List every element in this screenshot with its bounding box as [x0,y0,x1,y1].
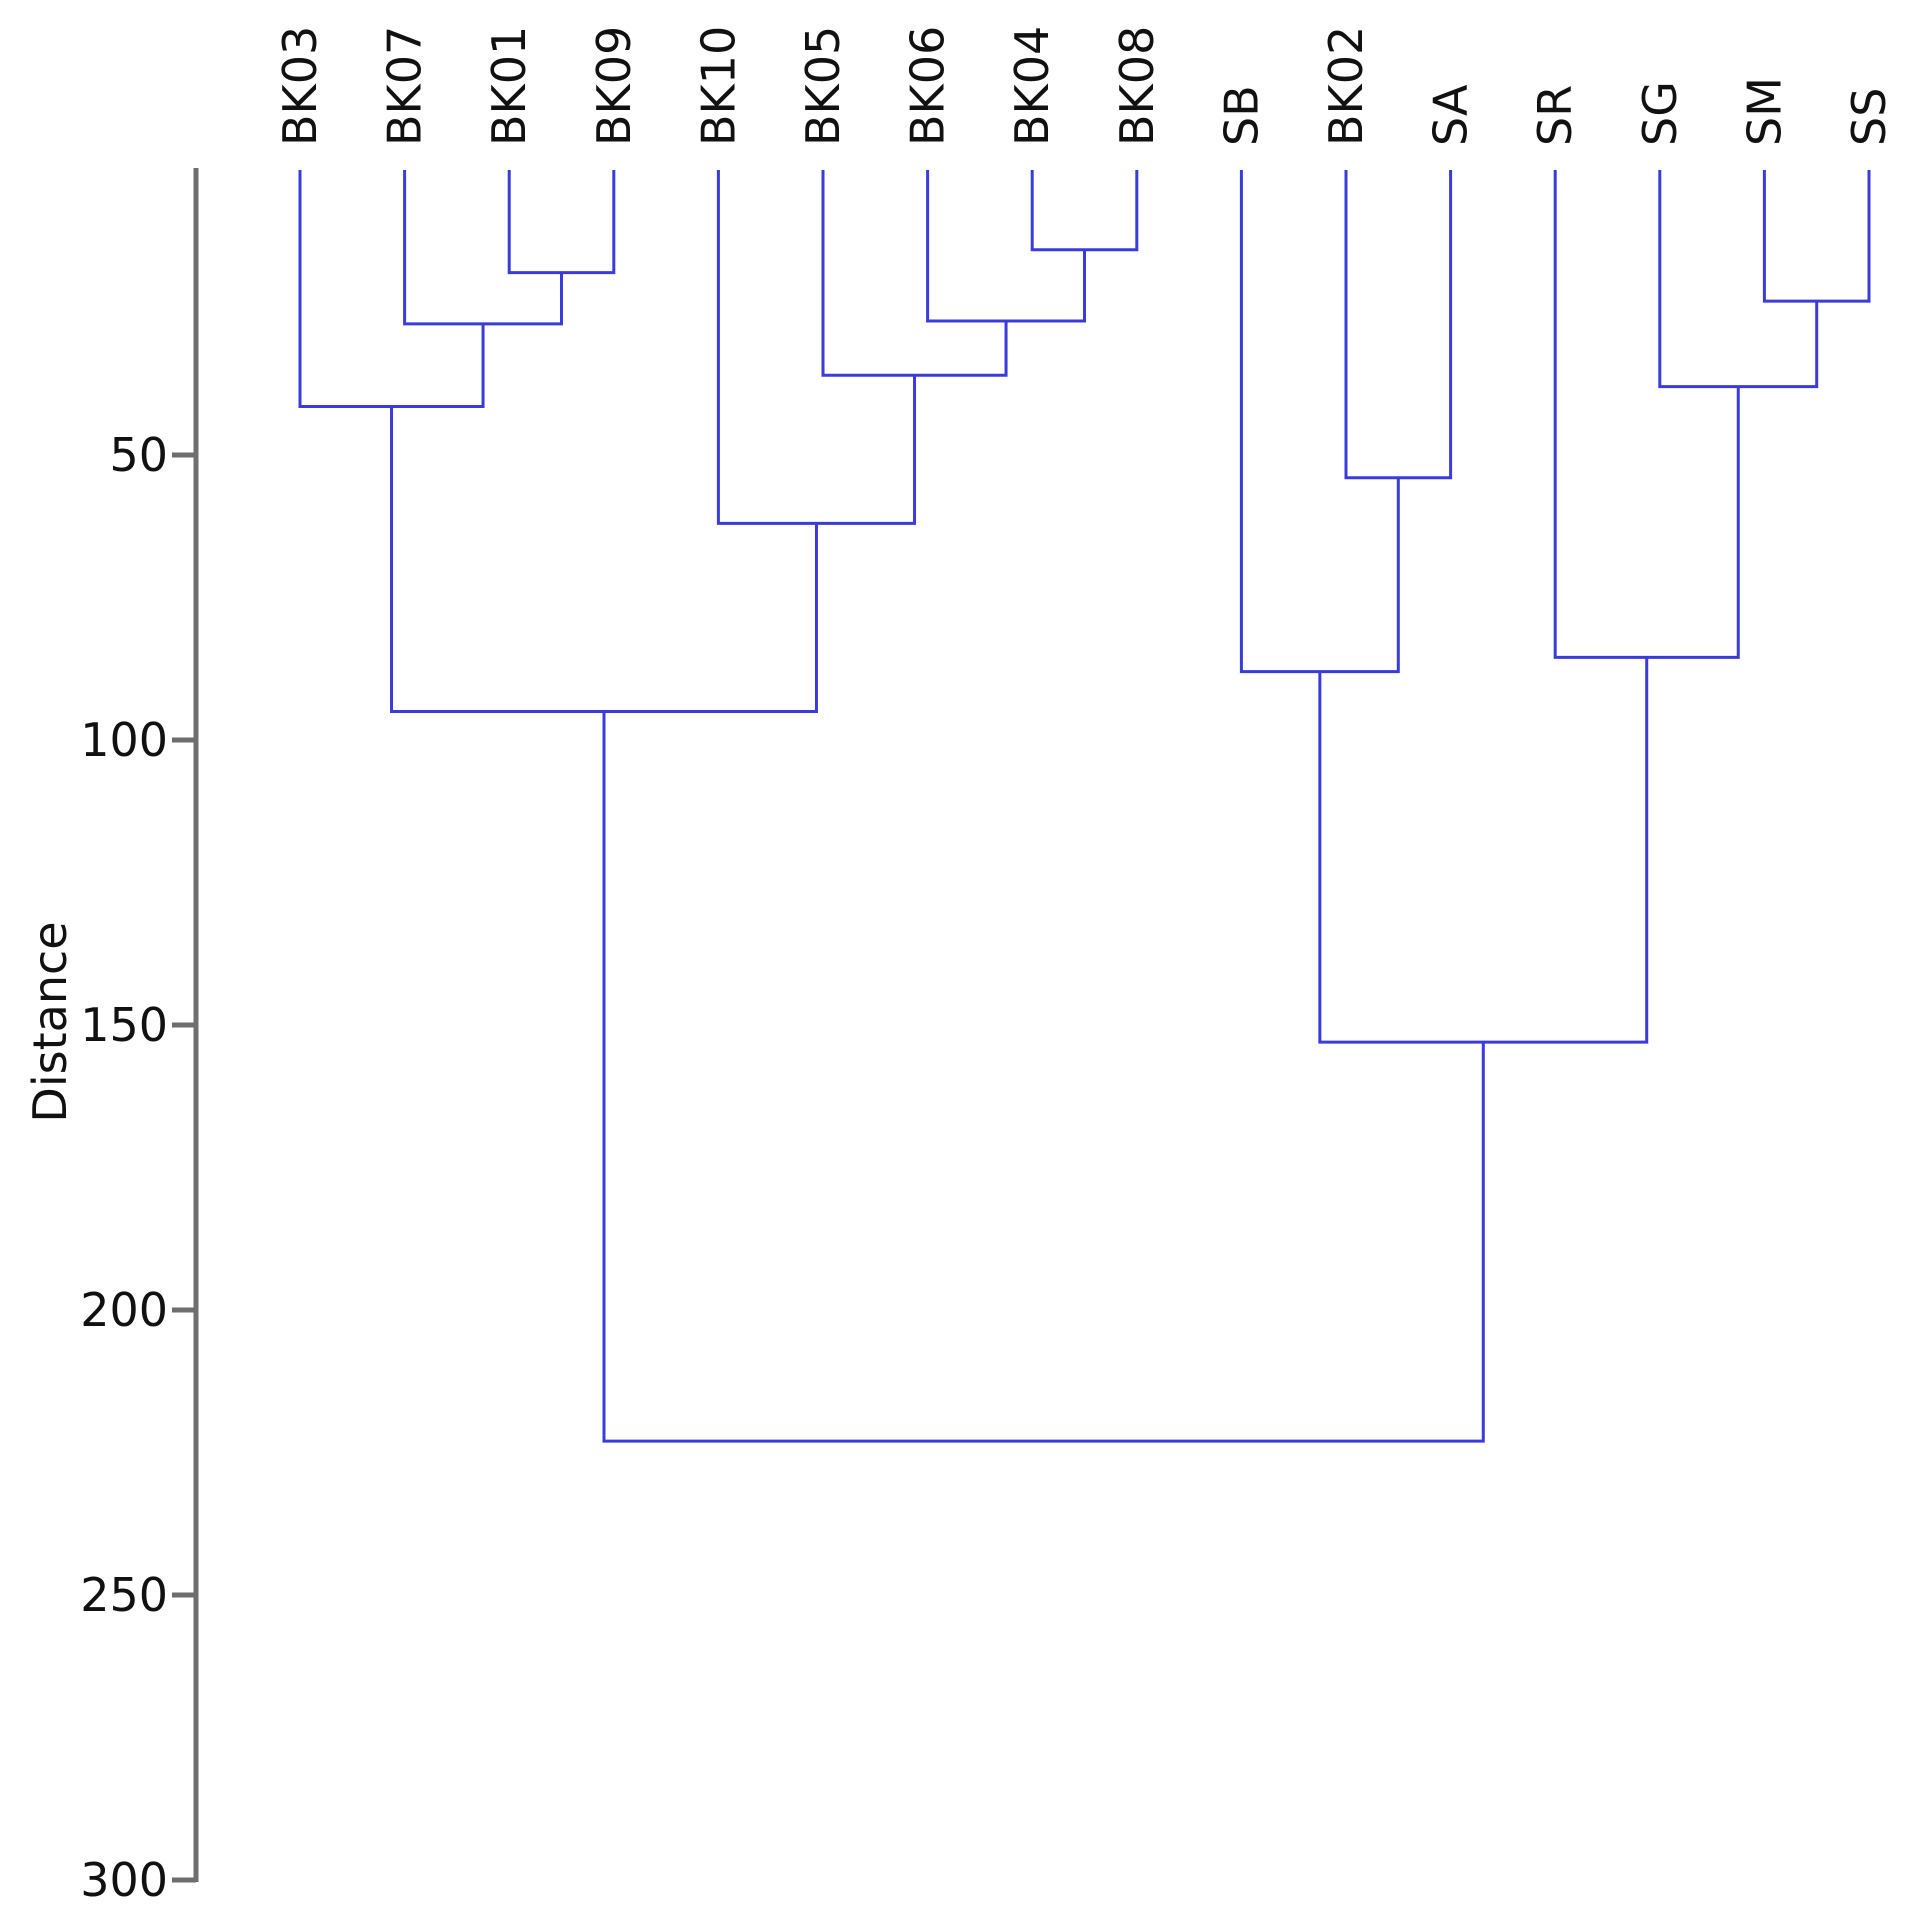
dendrogram-link-m4 [926,170,1086,323]
y-tick-label: 150 [80,998,168,1052]
leaf-label-bk06: BK06 [901,26,955,146]
leaf-label-bk04: BK04 [1005,26,1059,146]
dendrogram-link-m8 [298,170,485,409]
y-tick-label: 200 [80,1283,168,1337]
leaf-label-ss: SS [1842,88,1896,146]
leaf-labels: BK03 BK07 BK01 BK09 BK10 BK05 BK06 BK04 BK08 SB BK… [273,26,1896,146]
leaf-label-bk09: BK09 [587,26,641,146]
y-axis-ticks: 50 100 150 200 250 300 [80,428,196,1907]
dendrogram-link-m9 [1344,170,1453,480]
leaf-label-sa: SA [1424,84,1478,146]
y-tick-label: 50 [109,428,168,482]
dendrogram-link-m3 [1762,170,1871,303]
leaf-label-bk03: BK03 [273,26,327,146]
dendrogram-link-m14 [1318,657,1649,1044]
dendrogram-link-m15 [602,711,1485,1443]
dendrogram-link-m5 [403,170,563,326]
dendrogram-links [298,170,1871,1443]
dendrogram-link-m2 [507,170,616,275]
dendrogram-link-m10 [716,170,917,525]
leaf-label-sb: SB [1214,85,1268,146]
dendrogram-link-m7 [1658,170,1819,389]
leaf-label-bk01: BK01 [482,26,536,146]
dendrogram-link-m6 [821,170,1008,377]
leaf-label-sg: SG [1633,81,1687,146]
leaf-label-bk10: BK10 [691,26,745,146]
leaf-label-sr: SR [1528,85,1582,146]
dendrogram-link-m13 [390,406,818,713]
y-axis-title: Distance [23,921,77,1122]
leaf-label-bk08: BK08 [1110,26,1164,146]
leaf-label-bk05: BK05 [796,26,850,146]
leaf-label-bk02: BK02 [1319,26,1373,146]
y-tick-label: 300 [80,1853,168,1907]
dendrogram-link-m11 [1553,170,1740,659]
dendrogram-link-m12 [1239,170,1400,674]
leaf-label-bk07: BK07 [378,26,432,146]
leaf-label-sm: SM [1737,77,1791,146]
y-tick-label: 250 [80,1568,168,1622]
y-tick-label: 100 [80,713,168,767]
dendrogram-link-m1 [1030,170,1139,252]
